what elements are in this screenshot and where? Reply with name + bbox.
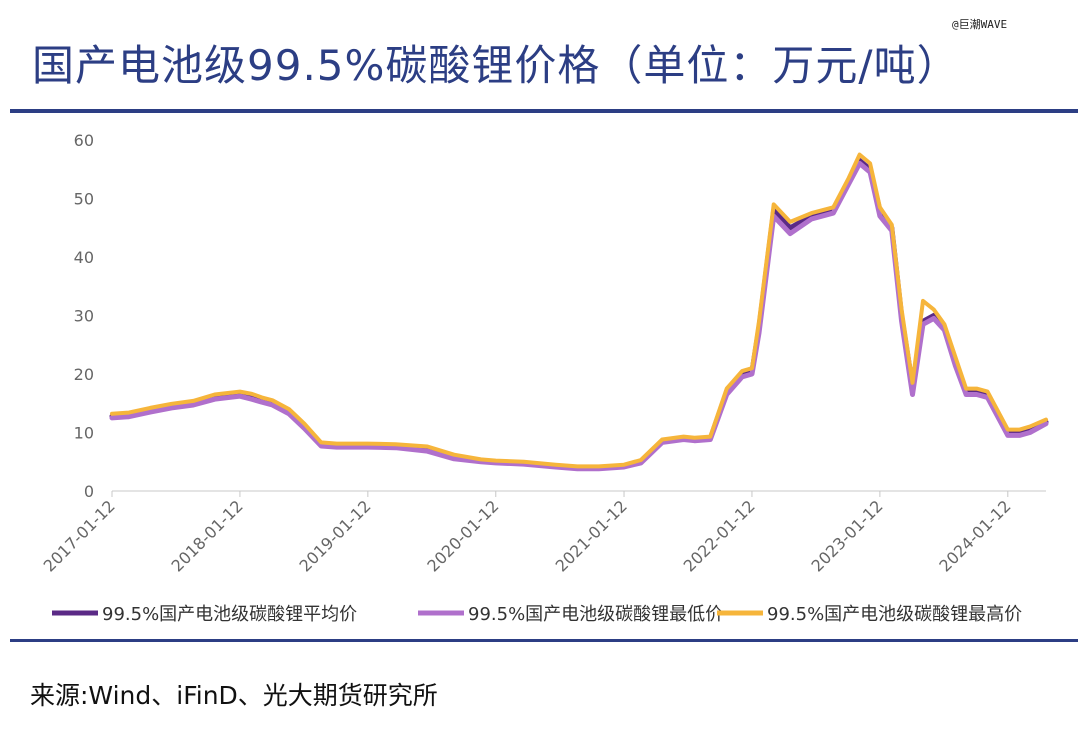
footer-divider	[10, 639, 1078, 642]
x-tick-label: 2021-01-12	[552, 496, 631, 575]
y-tick-label: 10	[74, 424, 94, 443]
source-note: 来源:Wind、iFinD、光大期货研究所	[30, 681, 438, 710]
x-tick-label: 2023-01-12	[808, 496, 887, 575]
price-line-chart: 0 10 20 30 40 50 60 2017-01-12 2018-01-12 2019-01…	[40, 131, 1049, 625]
page-title: 国产电池级99.5%碳酸锂价格（单位：万元/吨）	[32, 41, 960, 90]
y-tick-label: 0	[84, 482, 94, 501]
x-tick-label: 2017-01-12	[40, 496, 119, 575]
y-tick-label: 20	[74, 365, 94, 384]
legend-label-max: 99.5%国产电池级碳酸锂最高价	[767, 604, 1022, 625]
title-divider	[10, 109, 1078, 113]
y-tick-label: 60	[74, 131, 94, 150]
x-tick-label: 2022-01-12	[680, 496, 759, 575]
chart-legend: 99.5%国产电池级碳酸锂平均价 99.5%国产电池级碳酸锂最低价 99.5%国产电…	[52, 604, 1022, 625]
y-tick-label: 30	[74, 307, 94, 326]
watermark: @巨潮WAVE	[952, 18, 1008, 31]
y-tick-label: 40	[74, 248, 94, 267]
x-tick-label: 2020-01-12	[423, 496, 502, 575]
legend-label-avg: 99.5%国产电池级碳酸锂平均价	[102, 604, 357, 625]
series-line-max	[110, 152, 1048, 469]
series-line-min	[109, 160, 1049, 472]
series-line-avg	[109, 158, 1049, 471]
x-tick-label: 2024-01-12	[935, 496, 1014, 575]
x-tick-label: 2019-01-12	[295, 496, 374, 575]
chart-series	[109, 152, 1049, 472]
legend-label-min: 99.5%国产电池级碳酸锂最低价	[468, 604, 723, 625]
chart-axes: 0 10 20 30 40 50 60 2017-01-12 2018-01-12 2019-01…	[40, 131, 1046, 576]
x-tick-label: 2018-01-12	[168, 496, 247, 575]
y-tick-label: 50	[74, 190, 94, 209]
